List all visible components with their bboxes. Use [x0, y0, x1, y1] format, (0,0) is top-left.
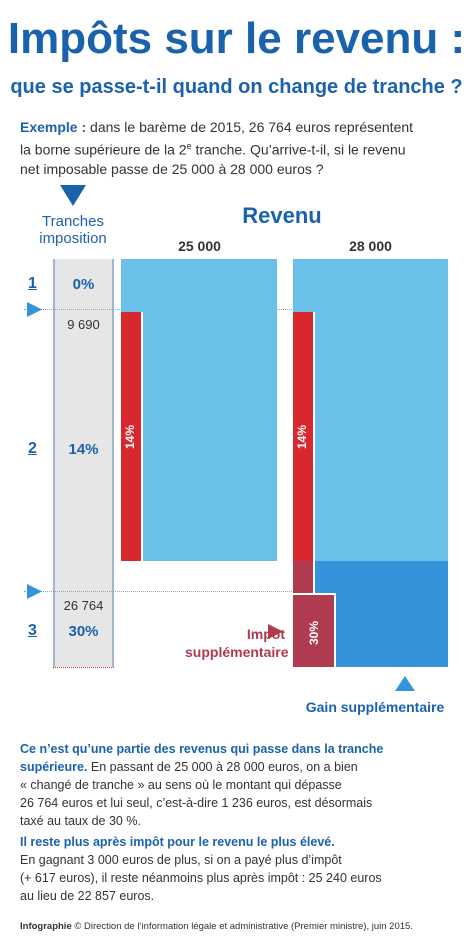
gain-supplementaire-label: Gain supplémentaire — [305, 699, 445, 715]
bound-value-2: 26 764 — [63, 598, 104, 613]
boundary-line-2 — [24, 591, 448, 592]
tax-label-14-left: 14% — [123, 424, 137, 450]
income-bar-25000 — [121, 259, 277, 561]
tranche-number-3: 3 — [28, 622, 37, 639]
boundary-marker-icon — [27, 302, 42, 317]
income-bar-28000 — [293, 259, 448, 561]
extra-tax-bar-30 — [293, 593, 336, 667]
credit-line: Infographie © Direction de l’information… — [20, 921, 413, 932]
tax-label-30: 30% — [307, 620, 321, 646]
gain-arrow-icon — [395, 676, 415, 691]
intro-label: Exemple : — [20, 119, 87, 135]
revenu-header: Revenu — [242, 203, 322, 228]
boundary-marker-icon — [27, 584, 42, 599]
impot-arrow-icon — [268, 624, 283, 639]
tranche-rate-1: 0% — [72, 276, 95, 293]
explanation-paragraph-2: Il reste plus après impôt pour le revenu… — [20, 835, 382, 903]
extra-tax-bar-top — [293, 561, 315, 593]
tax-bar-14-left — [121, 312, 143, 561]
tranche-number-2: 2 — [28, 440, 37, 457]
bound-value-1: 9 690 — [67, 317, 100, 332]
tranche-rate-3: 30% — [68, 623, 99, 640]
tranche-rate-2: 14% — [68, 441, 99, 458]
column-label-28000: 28 000 — [349, 238, 392, 254]
tax-bar-14-right — [293, 312, 315, 561]
tranches-header: Tranches imposition — [39, 213, 107, 247]
tranches-column — [53, 259, 114, 667]
tranche-number-1: 1 — [28, 275, 37, 292]
column-bottom-line — [53, 667, 114, 668]
explanation-paragraph-1: Ce n’est qu’une partie des revenus qui p… — [20, 742, 384, 828]
page-subtitle: que se passe-t-il quand on change de tra… — [10, 76, 463, 98]
intro-paragraph: Exemple : dans le barème de 2015, 26 764… — [20, 119, 414, 177]
tax-label-14-right: 14% — [295, 424, 309, 450]
down-triangle-icon — [60, 185, 86, 206]
column-label-25000: 25 000 — [178, 238, 221, 254]
page-title: Impôts sur le revenu : — [7, 14, 466, 63]
